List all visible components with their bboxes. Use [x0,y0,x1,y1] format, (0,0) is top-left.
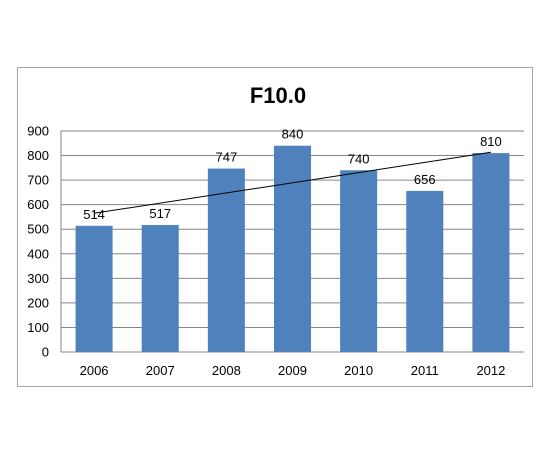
y-tick-label: 200 [27,295,49,310]
bar-2011 [406,190,444,352]
data-label: 656 [414,172,436,187]
chart-title: F10.0 [250,83,306,108]
y-tick-label: 900 [27,124,49,139]
y-tick-label: 400 [27,246,49,261]
data-labels: 514 517 747 840 740 656 810 [83,127,502,222]
data-label: 514 [83,207,105,222]
data-label: 840 [282,127,304,142]
x-tick-label: 2007 [146,363,175,378]
x-tick-label: 2012 [476,363,505,378]
bar-2012 [472,153,510,352]
y-axis-tick-labels: 0 100 200 300 400 500 600 700 800 900 [27,124,49,360]
y-tick-label: 100 [27,320,49,335]
trendline [93,151,492,214]
bars [75,145,510,352]
y-tick-label: 700 [27,173,49,188]
data-label: 747 [216,150,238,165]
x-tick-label: 2008 [212,363,241,378]
data-label: 740 [348,151,370,166]
y-tick-label: 800 [27,148,49,163]
x-tick-label: 2009 [278,363,307,378]
chart-frame: F10.0 0 100 200 300 400 500 600 700 800 900 514 51… [17,67,533,387]
bar-2007 [141,225,179,352]
x-tick-label: 2006 [80,363,109,378]
bar-2010 [340,170,378,352]
data-label: 810 [480,134,502,149]
bar-2006 [75,225,113,352]
y-tick-label: 300 [27,271,49,286]
x-axis-tick-labels: 2006 2007 2008 2009 2010 2011 2012 [80,363,506,378]
data-label: 517 [149,206,171,221]
bar-2009 [273,145,312,352]
y-tick-label: 600 [27,197,49,212]
y-tick-label: 500 [27,222,49,237]
y-tick-label: 0 [42,345,49,360]
x-tick-label: 2010 [344,363,373,378]
bar-2008 [207,168,245,352]
x-tick-label: 2011 [411,363,439,378]
trendline-layer [93,151,492,214]
